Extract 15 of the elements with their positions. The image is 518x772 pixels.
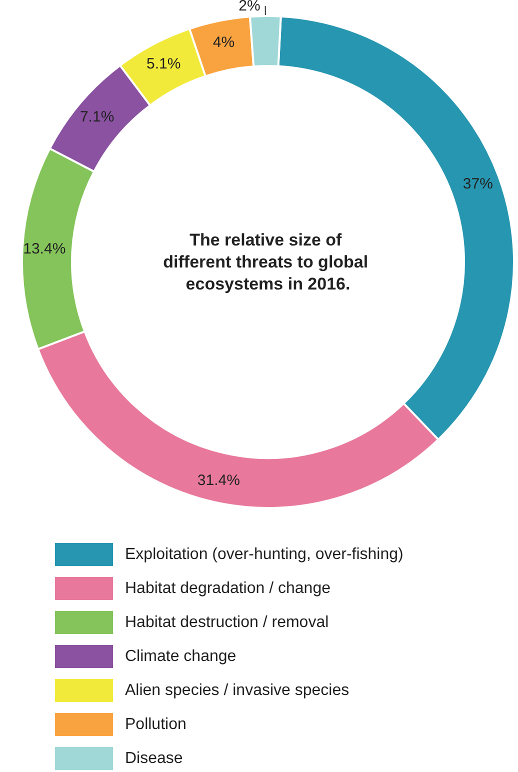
legend-label: Pollution [125,716,186,733]
legend-label: Habitat degradation / change [125,580,331,597]
legend-label: Habitat destruction / removal [125,614,329,631]
data-label: 31.4% [197,472,240,490]
data-label: 2% [238,0,260,15]
data-label: 37% [462,175,493,192]
legend-label: Climate change [125,648,236,665]
data-label: 7.1% [80,108,114,126]
text: The relative size of different threats to global ecosystems in 2016. [163,230,373,294]
data-label: 5.1% [146,55,181,72]
data-label: 4% [212,34,235,51]
data-label: 13.4% [23,240,66,258]
legend-label: Exploitation (over-hunting, over-fishing) [125,546,404,563]
legend-label: Alien species / invasive species [125,682,350,699]
legend-label: Disease [125,750,183,767]
